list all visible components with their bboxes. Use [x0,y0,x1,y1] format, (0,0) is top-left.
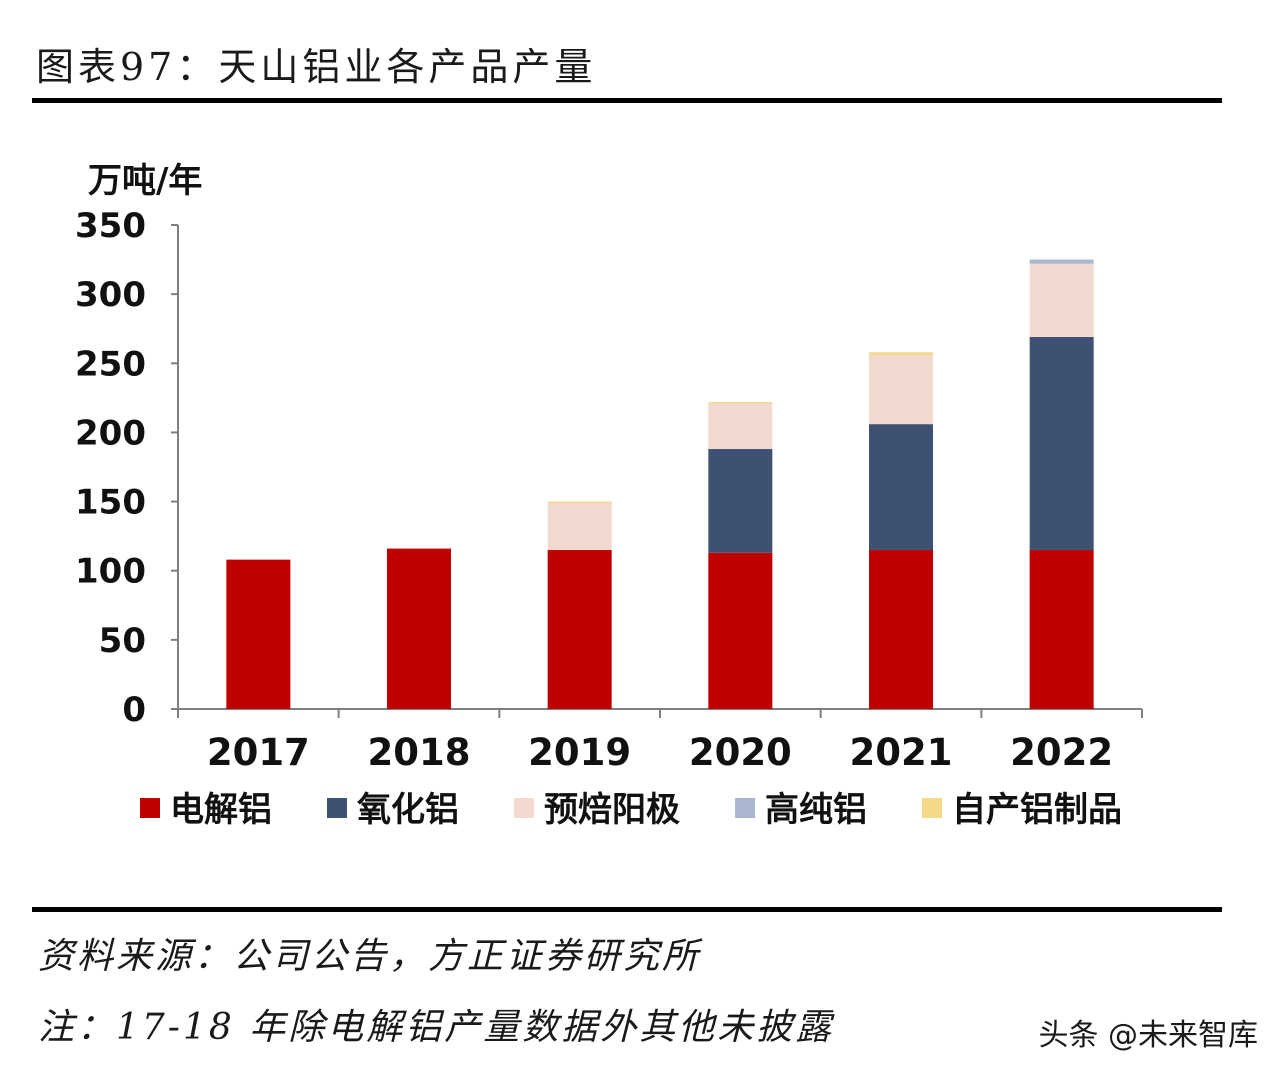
watermark: 头条 @未来智库 [1038,1018,1258,1053]
legend: 电解铝 氧化铝 预焙阳极 高纯铝 自产铝制品 [140,790,1122,830]
x-tick-label: 2021 [850,731,953,774]
bars [226,259,1094,709]
bar-2020-氧化铝 [708,449,773,553]
bar-2019-自产铝制品 [547,501,612,504]
x-tick-label: 2022 [1010,731,1113,774]
y-tick-label: 300 [75,275,146,315]
bar-2021-电解铝 [869,549,933,709]
y-tick-label: 0 [122,690,146,730]
axes: 0 50 100 150 200 250 300 350 2017 2018 2019 2020 202… [75,206,1143,774]
bar-2020-预焙阳极 [708,403,773,450]
bar-2021-预焙阳极 [869,354,933,425]
legend-label: 预焙阳极 [544,790,680,830]
bar-2020-电解铝 [708,552,773,709]
y-tick-label: 50 [99,621,146,661]
bar-2019-电解铝 [547,549,612,709]
source-note: 资料来源：公司公告，方正证券研究所 [38,936,702,977]
bar-2019-预焙阳极 [547,502,612,550]
bar-2022-预焙阳极 [1029,263,1094,338]
y-tick-label: 350 [75,206,146,246]
legend-swatch [140,798,160,818]
y-tick-label: 250 [75,344,146,384]
y-tick-label: 200 [75,413,146,453]
x-tick-label: 2018 [368,731,471,774]
x-tick-label: 2020 [689,731,792,774]
bar-2017-电解铝 [226,559,291,709]
legend-label: 自产铝制品 [952,790,1122,830]
x-tick-label: 2017 [207,731,310,774]
bar-2022-高纯铝 [1029,259,1094,264]
bar-2021-自产铝制品 [869,352,933,355]
bar-2021-氧化铝 [869,424,933,550]
bar-2018-电解铝 [387,548,451,709]
bar-2022-电解铝 [1029,549,1094,709]
bar-2020-自产铝制品 [708,402,773,404]
stacked-bar-chart: 万吨/年 0 50 100 150 200 250 300 350 2017 2018 2019 20… [75,161,1143,830]
legend-label: 高纯铝 [765,790,867,830]
legend-swatch [514,798,534,818]
legend-swatch [327,798,347,818]
footnote: 注：17-18 年除电解铝产量数据外其他未披露 [38,1007,835,1048]
x-tick-label: 2019 [528,731,631,774]
chart-title: 图表97：天山铝业各产品产量 [36,45,597,89]
legend-label: 电解铝 [170,790,272,830]
legend-label: 氧化铝 [357,790,459,830]
y-axis-unit-label: 万吨/年 [88,161,202,201]
y-tick-label: 150 [75,483,146,523]
top-divider [32,98,1222,103]
legend-swatch [922,798,942,818]
y-tick-label: 100 [75,552,146,592]
legend-swatch [735,798,755,818]
bottom-divider [32,907,1222,912]
bar-2022-氧化铝 [1029,337,1094,550]
